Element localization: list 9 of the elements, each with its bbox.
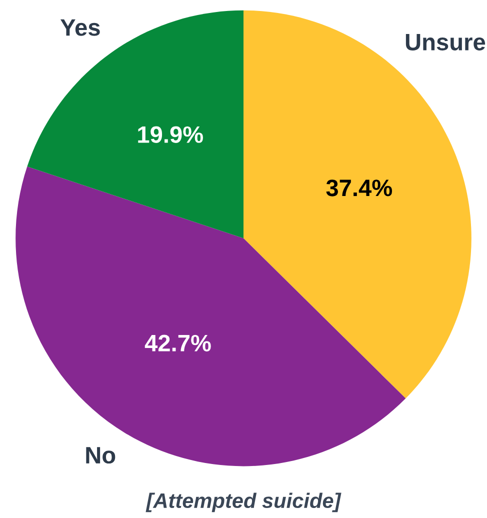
slice-label: Yes [60, 19, 100, 36]
slice-label: Unsure [406, 34, 486, 50]
slice-label: No [86, 447, 116, 464]
text: [Attempted suicide] [146, 492, 342, 512]
pie-slice [16, 166, 406, 466]
data-label: 37.4% [326, 180, 392, 196]
pie-slice [27, 10, 244, 238]
data-label: 19.9% [138, 126, 203, 143]
data-label: 42.7% [144, 334, 211, 352]
